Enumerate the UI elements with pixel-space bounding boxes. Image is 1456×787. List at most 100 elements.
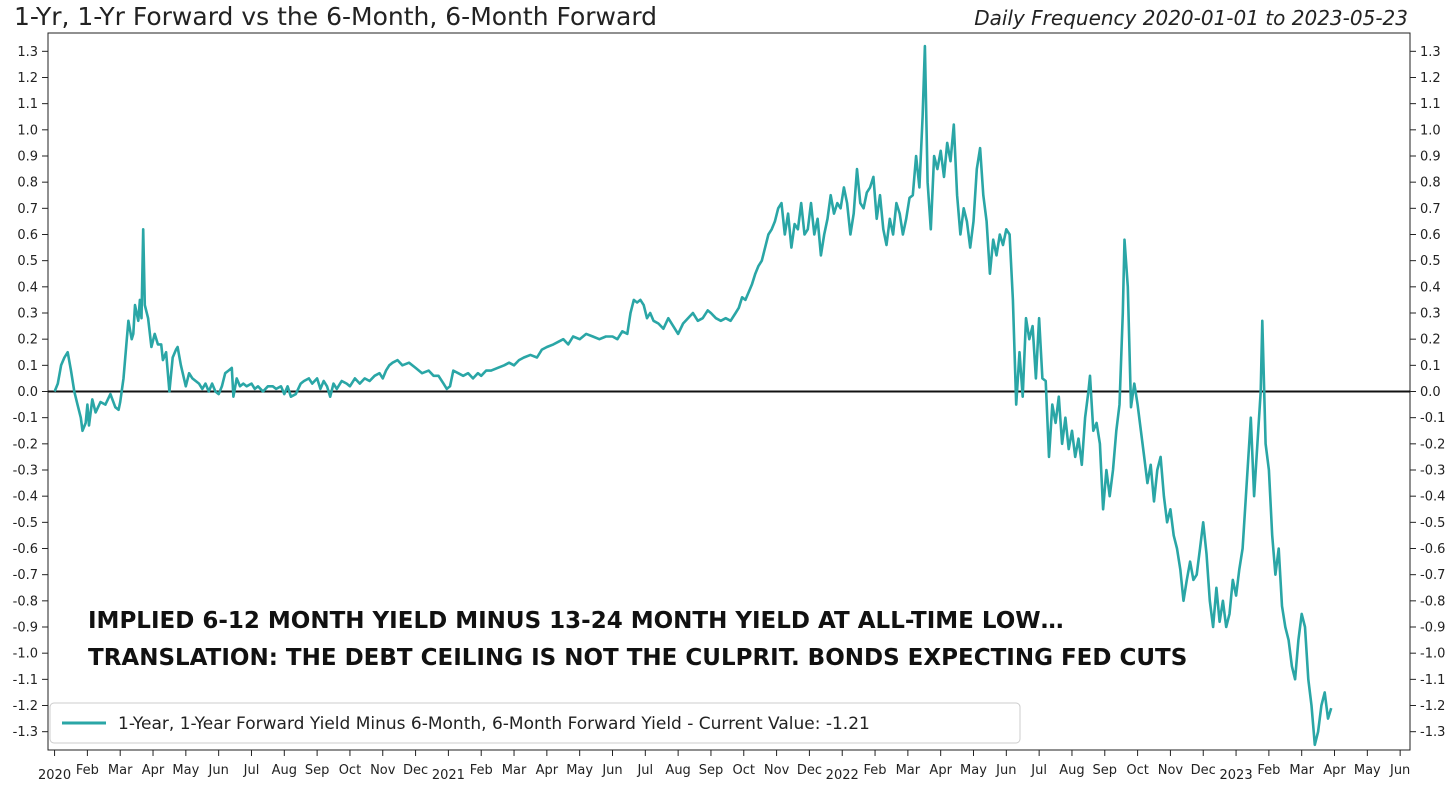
y-tick-label: 0.2	[17, 333, 38, 348]
x-tick-label: Aug	[1059, 763, 1084, 778]
x-tick-label: Apr	[929, 763, 952, 778]
y-tick-label: 0.9	[17, 149, 38, 164]
y-tick-label: -0.8	[1420, 594, 1445, 609]
x-tick-label: Mar	[1289, 763, 1314, 778]
y-tick-label: -1.1	[1420, 673, 1445, 688]
y-axis-right: 1.3 1.2 1.1 1.0 0.9 0.8 0.7 0.6 0.5 0.4 0.3 0.2 0.1 0…	[1410, 45, 1445, 740]
y-tick-label: 0.3	[17, 306, 38, 321]
y-tick-label: -1.0	[13, 647, 38, 662]
x-tick-label: Jun	[995, 763, 1016, 778]
x-tick-label: Jun	[208, 763, 229, 778]
x-tick-label: Jul	[1030, 763, 1047, 778]
chart-title: 1-Yr, 1-Yr Forward vs the 6-Month, 6-Mon…	[14, 2, 658, 31]
annotation-line-1: IMPLIED 6-12 MONTH YIELD MINUS 13-24 MON…	[88, 608, 1064, 634]
x-tick-label: Mar	[108, 763, 133, 778]
y-tick-label: 0.8	[17, 176, 38, 191]
x-tick-label: Nov	[764, 763, 790, 778]
y-tick-label: -0.5	[1420, 516, 1445, 531]
y-tick-label: -0.7	[13, 568, 38, 583]
y-tick-label: 1.2	[1420, 71, 1441, 86]
y-tick-label: -1.2	[1420, 699, 1445, 714]
y-tick-label: -1.0	[1420, 647, 1445, 662]
y-tick-label: 0.9	[1420, 149, 1441, 164]
x-tick-label: Mar	[502, 763, 527, 778]
y-tick-label: -1.1	[13, 673, 38, 688]
x-tick-label: Sep	[305, 763, 330, 778]
y-tick-label: -0.9	[1420, 621, 1445, 636]
y-tick-label: 1.1	[1420, 97, 1441, 112]
y-tick-label: 0.8	[1420, 176, 1441, 191]
legend-label: 1-Year, 1-Year Forward Yield Minus 6-Mon…	[118, 714, 870, 734]
x-tick-label: May	[960, 763, 987, 778]
legend: 1-Year, 1-Year Forward Yield Minus 6-Mon…	[49, 702, 1021, 744]
annotation-line-2: TRANSLATION: THE DEBT CEILING IS NOT THE…	[88, 645, 1187, 671]
x-tick-label: 2020	[38, 768, 71, 783]
x-tick-label: Dec	[797, 763, 822, 778]
y-tick-label: 0.7	[17, 202, 38, 217]
y-tick-label: -0.3	[13, 464, 38, 479]
y-tick-label: -0.6	[1420, 542, 1445, 557]
y-tick-label: 0.7	[1420, 202, 1441, 217]
y-tick-label: 0.1	[1420, 359, 1441, 374]
x-tick-label: Oct	[339, 763, 361, 778]
y-tick-label: 1.0	[17, 123, 38, 138]
x-tick-label: Feb	[470, 763, 493, 778]
x-tick-label: Apr	[1323, 763, 1346, 778]
y-tick-label: 0.4	[1420, 280, 1441, 295]
x-tick-label: Feb	[1257, 763, 1280, 778]
x-tick-label: Nov	[1158, 763, 1184, 778]
x-tick-label: Sep	[699, 763, 724, 778]
y-tick-label: -0.4	[13, 490, 38, 505]
x-tick-label: Apr	[536, 763, 559, 778]
x-tick-label: Jun	[1389, 763, 1410, 778]
y-tick-label: -0.5	[13, 516, 38, 531]
x-tick-label: Oct	[733, 763, 755, 778]
y-tick-label: -0.6	[13, 542, 38, 557]
x-tick-label: Nov	[370, 763, 396, 778]
y-tick-label: 0.0	[17, 385, 38, 400]
y-tick-label: 1.3	[17, 45, 38, 60]
y-tick-label: 0.6	[17, 228, 38, 243]
y-tick-label: -0.8	[13, 594, 38, 609]
y-tick-label: 1.3	[1420, 45, 1441, 60]
y-tick-label: 1.0	[1420, 123, 1441, 138]
x-tick-label: Dec	[1191, 763, 1216, 778]
x-tick-label: Feb	[76, 763, 99, 778]
y-tick-label: 0.5	[17, 254, 38, 269]
x-tick-label: Aug	[272, 763, 297, 778]
x-tick-label: Feb	[864, 763, 887, 778]
x-tick-label: Mar	[896, 763, 921, 778]
y-tick-label: -0.2	[1420, 437, 1445, 452]
x-tick-label: Jun	[601, 763, 622, 778]
y-tick-label: 0.0	[1420, 385, 1441, 400]
y-tick-label: 0.4	[17, 280, 38, 295]
x-tick-label: May	[566, 763, 593, 778]
y-tick-label: -0.4	[1420, 490, 1445, 505]
y-tick-label: 0.1	[17, 359, 38, 374]
x-tick-label: Apr	[142, 763, 165, 778]
y-tick-label: 0.5	[1420, 254, 1441, 269]
x-tick-label: Sep	[1093, 763, 1118, 778]
x-tick-label: Jul	[243, 763, 260, 778]
x-tick-label: May	[1354, 763, 1381, 778]
x-tick-label: 2022	[826, 768, 859, 783]
y-tick-label: 1.1	[17, 97, 38, 112]
chart-subtitle: Daily Frequency 2020-01-01 to 2023-05-23	[974, 6, 1408, 30]
y-tick-label: -0.2	[13, 437, 38, 452]
y-tick-label: -0.3	[1420, 464, 1445, 479]
x-tick-label: Aug	[665, 763, 690, 778]
y-tick-label: -1.2	[13, 699, 38, 714]
series-line	[53, 44, 1333, 747]
x-axis: 2020 Feb Mar Apr May Jun Jul Aug Sep Oct Nov Dec 202…	[38, 750, 1410, 783]
y-tick-label: 0.3	[1420, 306, 1441, 321]
y-tick-label: 0.6	[1420, 228, 1441, 243]
y-tick-label: -0.1	[13, 411, 38, 426]
legend-box	[49, 702, 1021, 744]
x-tick-label: Oct	[1126, 763, 1148, 778]
y-tick-label: -1.3	[1420, 725, 1445, 740]
y-tick-label: 1.2	[17, 71, 38, 86]
x-tick-label: 2021	[432, 768, 465, 783]
y-tick-label: -1.3	[13, 725, 38, 740]
x-tick-label: May	[172, 763, 199, 778]
